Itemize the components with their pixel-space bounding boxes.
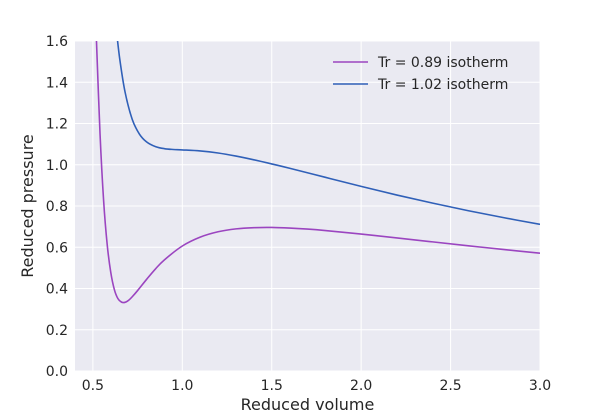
y-axis-label: Reduced pressure (18, 134, 37, 278)
y-tick-label: 1.4 (46, 75, 68, 91)
y-tick-label: 1.6 (46, 34, 68, 50)
y-tick-label: 1.2 (46, 117, 68, 133)
y-tick-label: 1.0 (46, 158, 68, 174)
x-tick-label: 3.0 (529, 378, 551, 394)
y-tick-label: 0.4 (46, 282, 68, 298)
grid-lines (75, 40, 541, 372)
series-line-0 (95, 41, 540, 304)
x-tick-label: 1.0 (171, 378, 193, 394)
series-lines (95, 41, 540, 304)
x-tick-label: 1.5 (261, 378, 283, 394)
legend-label-0: Tr = 0.89 isotherm (377, 55, 508, 71)
y-tick-label: 0.6 (46, 240, 68, 256)
legend-label-1: Tr = 1.02 isotherm (377, 77, 508, 93)
y-tick-label: 0.2 (46, 323, 68, 339)
legend: Tr = 0.89 isotherm Tr = 1.02 isotherm (333, 55, 508, 93)
x-tick-label: 2.5 (439, 378, 461, 394)
x-tick-label: 0.5 (82, 378, 104, 394)
y-tick-label: 0.0 (46, 364, 68, 380)
series-line-1 (116, 41, 540, 226)
y-tick-labels: 0.0 0.2 0.4 0.6 0.8 1.0 1.2 1.4 1.6 (46, 34, 68, 380)
x-tick-label: 2.0 (350, 378, 372, 394)
x-axis-label: Reduced volume (241, 395, 375, 413)
y-tick-label: 0.8 (46, 199, 68, 215)
x-tick-labels: 0.5 1.0 1.5 2.0 2.5 3.0 (82, 378, 551, 394)
